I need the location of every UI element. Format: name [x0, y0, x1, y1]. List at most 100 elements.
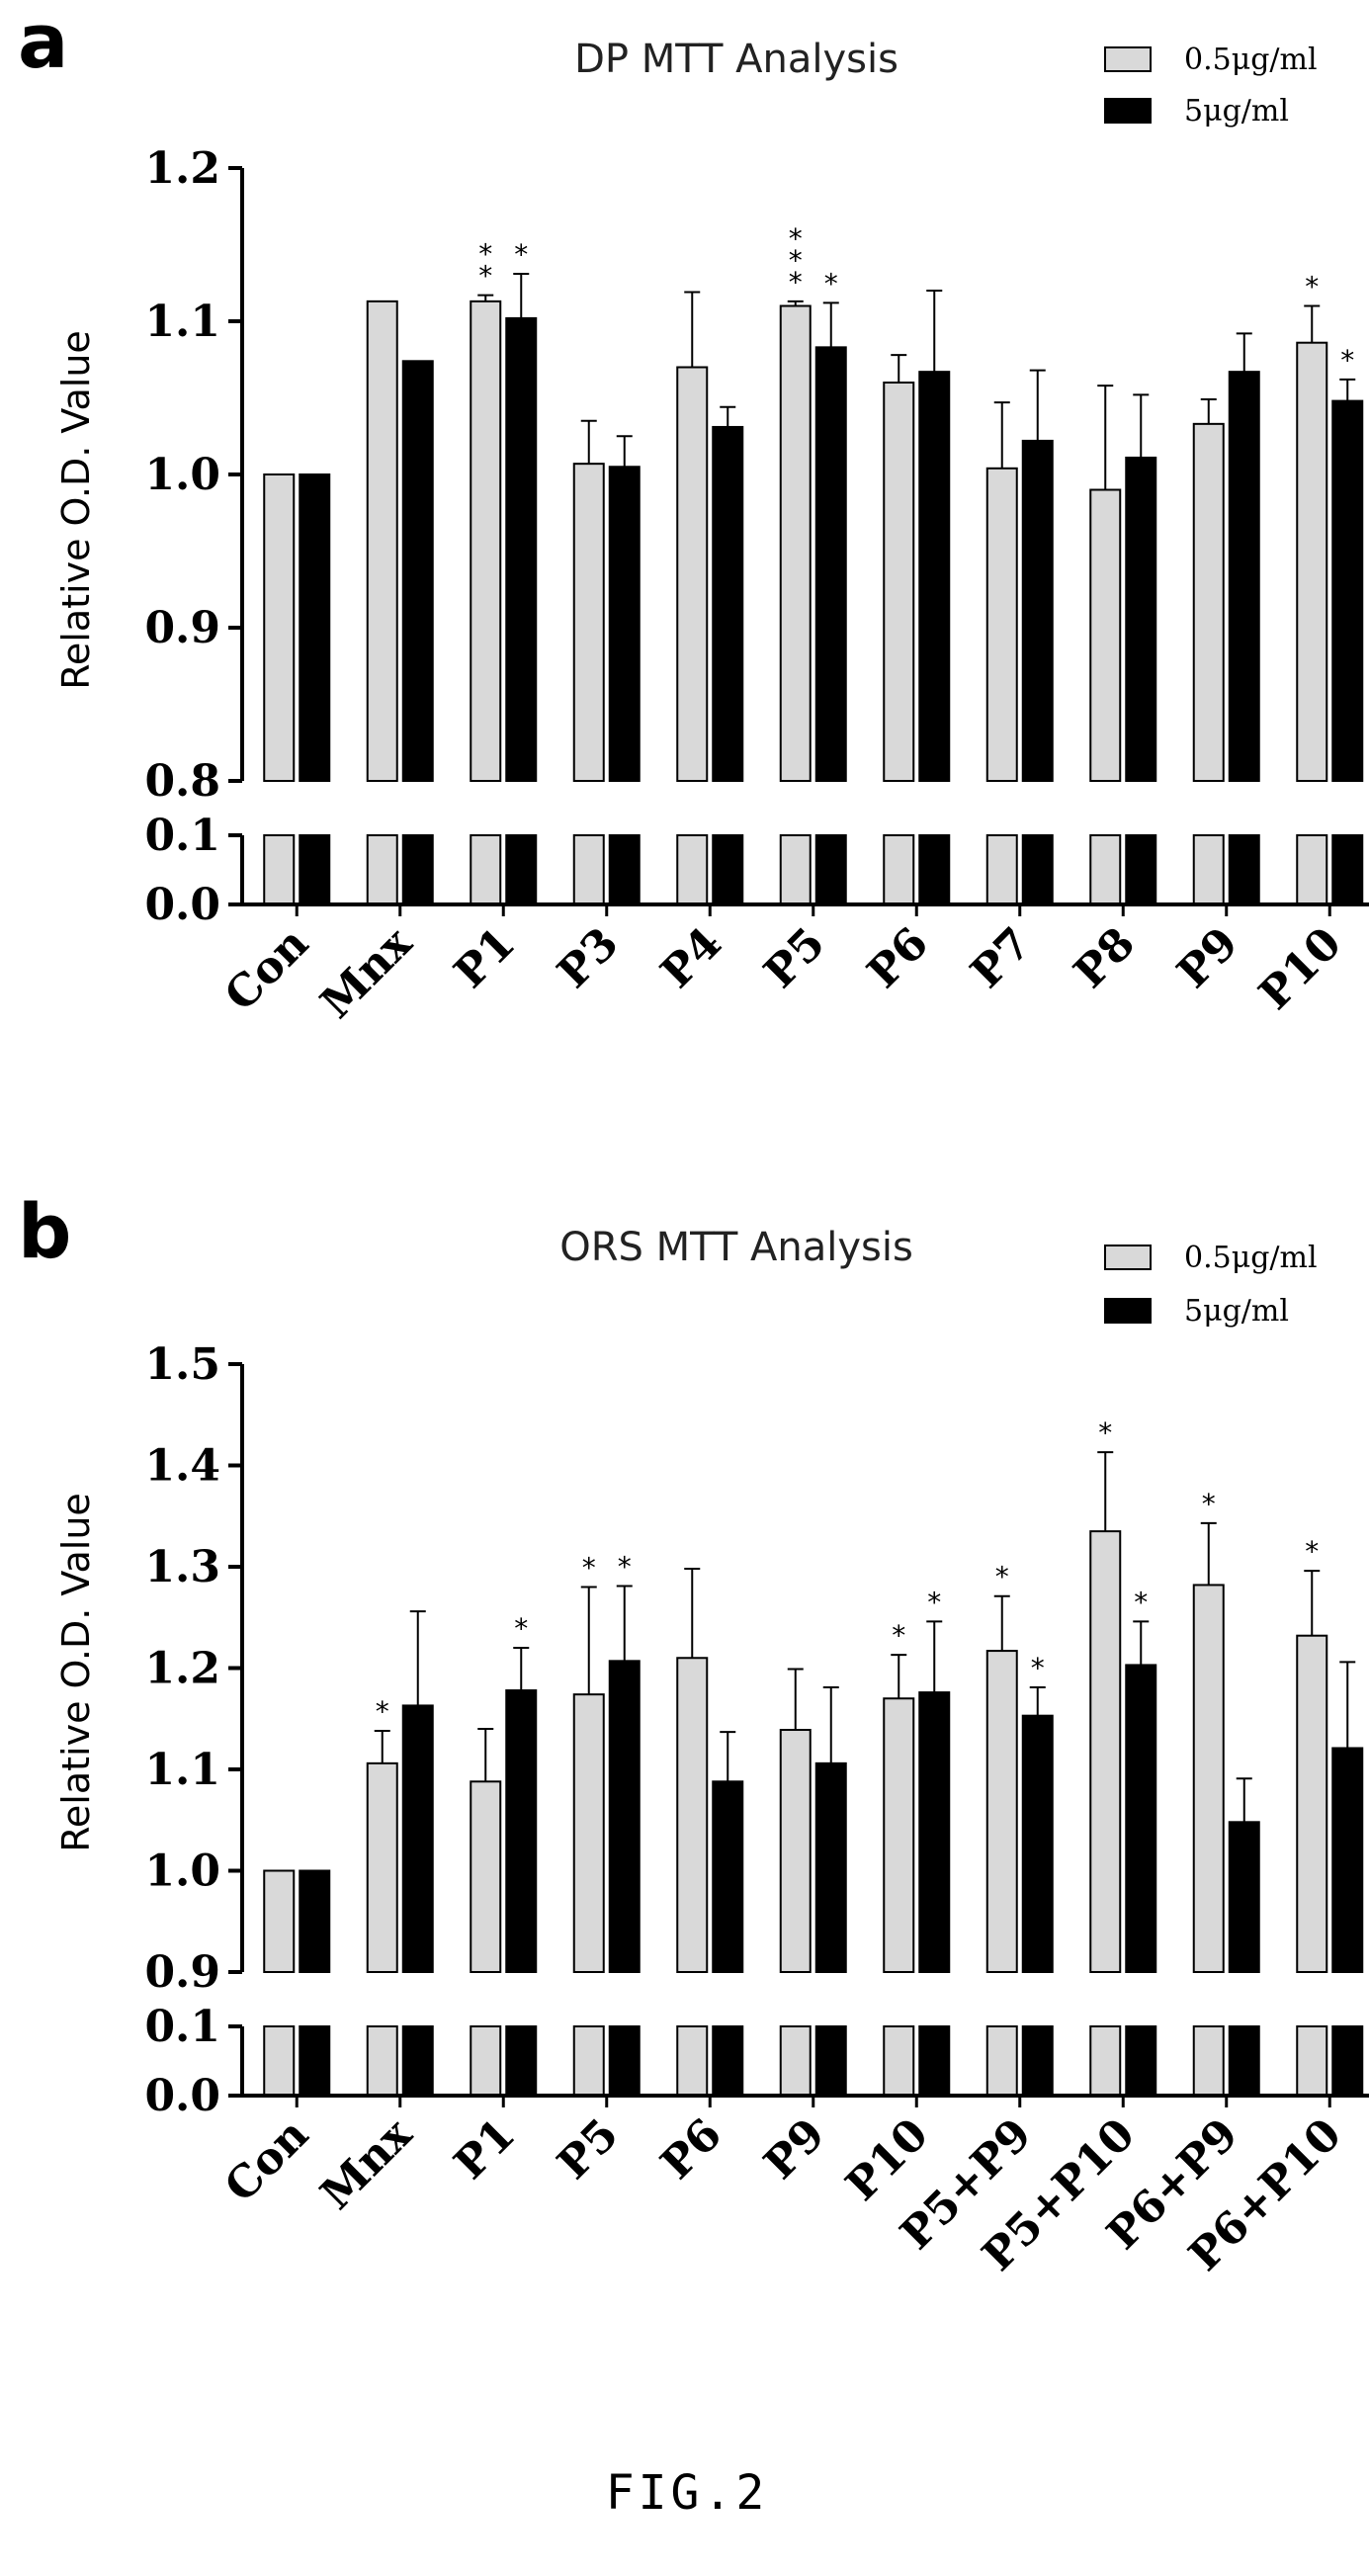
- legend-swatch-dark: [1104, 1298, 1152, 1324]
- bar-lower-segment: [1192, 834, 1225, 905]
- significance-marker: *: [478, 238, 492, 271]
- bar: [814, 1761, 847, 1973]
- y-tick-label: 0.9: [144, 1947, 220, 1998]
- panel-b-plot-area: * * * * * * * * * * * * 0.9 1.0 1.1 1.2 1.3 1.4 1.5 0.0 0.1 C…: [144, 1339, 1369, 2281]
- bar: [505, 1689, 538, 1974]
- bar-lower-segment: [712, 834, 744, 905]
- significance-marker: *: [1202, 1488, 1216, 1520]
- x-tick-label: P6: [858, 918, 938, 998]
- y-tick-label: 1.0: [144, 1846, 220, 1897]
- panel-b-label: b: [18, 1187, 71, 1275]
- x-tick-label: P9: [754, 2109, 834, 2190]
- bar-lower-segment: [1331, 2025, 1364, 2097]
- legend-label-dark: 5μg/ml: [1184, 1294, 1289, 1329]
- significance-marker: *: [1305, 271, 1319, 303]
- x-tick-label: P5: [548, 2109, 628, 2190]
- legend-label-light: 0.5μg/ml: [1184, 43, 1318, 77]
- bar: [401, 360, 434, 782]
- panel-b-title: ORS MTT Analysis: [559, 1225, 913, 1270]
- bar: [779, 304, 812, 782]
- bar-lower-segment: [918, 834, 951, 905]
- panel-b-y-axis-label: Relative O.D. Value: [54, 1493, 98, 1852]
- bar-lower-segment: [470, 834, 502, 905]
- bar: [1192, 422, 1225, 782]
- bar-lower-segment: [814, 834, 847, 905]
- bar-lower-segment: [779, 2025, 812, 2097]
- bar: [712, 1780, 744, 1974]
- significance-marker: *: [1031, 1652, 1045, 1684]
- bar: [1331, 399, 1364, 782]
- x-tick-label: P9: [1167, 918, 1247, 998]
- x-tick-label: Con: [215, 918, 318, 1021]
- y-tick-label: 1.2: [144, 1644, 220, 1694]
- y-tick-label: 0.1: [144, 811, 220, 861]
- bar: [1296, 1634, 1328, 1973]
- x-tick-label: P6: [651, 2109, 731, 2190]
- y-tick-label: 0.0: [144, 2071, 220, 2121]
- panel-a-label: a: [18, 0, 68, 85]
- bar-lower-segment: [263, 2025, 296, 2097]
- bar: [779, 1729, 812, 1974]
- significance-marker: *: [824, 267, 838, 300]
- bar-lower-segment: [505, 2025, 538, 2097]
- y-tick-label: 0.1: [144, 2002, 220, 2052]
- x-tick-label: P1: [445, 2109, 525, 2190]
- x-tick-label: P7: [961, 918, 1041, 998]
- panel-b-chart: b ORS MTT Analysis 0.5μg/ml 5μg/ml Relat…: [18, 1187, 1369, 2281]
- bar-lower-segment: [712, 2025, 744, 2097]
- bar-lower-segment: [1296, 2025, 1328, 2097]
- y-tick-label: 1.4: [144, 1441, 220, 1492]
- panel-b-legend: 0.5μg/ml 5μg/ml: [1104, 1241, 1318, 1329]
- bar: [401, 1704, 434, 1974]
- significance-marker: *: [789, 222, 803, 255]
- bar: [572, 463, 605, 782]
- bar-lower-segment: [505, 834, 538, 905]
- panel-a-legend: 0.5μg/ml 5μg/ml: [1104, 43, 1318, 129]
- bar-lower-segment: [608, 2025, 641, 2097]
- bar: [572, 1693, 605, 1974]
- bar: [883, 1697, 915, 1973]
- y-tick-label: 1.2: [144, 143, 220, 194]
- bar-lower-segment: [676, 834, 709, 905]
- bar-lower-segment: [1125, 2025, 1157, 2097]
- x-tick-label: P8: [1065, 918, 1145, 998]
- bar: [712, 425, 744, 782]
- bar: [608, 466, 641, 782]
- bar-lower-segment: [572, 834, 605, 905]
- bar-lower-segment: [401, 2025, 434, 2097]
- bar: [985, 1650, 1018, 1973]
- legend-swatch-light: [1104, 1245, 1152, 1270]
- bar-lower-segment: [608, 834, 641, 905]
- bar-lower-segment: [814, 2025, 847, 2097]
- y-tick-label: 0.8: [144, 756, 220, 807]
- x-tick-label: P1: [445, 918, 525, 998]
- bar-lower-segment: [1228, 834, 1260, 905]
- bar-lower-segment: [779, 834, 812, 905]
- legend-swatch-dark: [1104, 98, 1152, 124]
- y-tick-label: 1.1: [144, 1745, 220, 1795]
- bar: [505, 316, 538, 782]
- bar-lower-segment: [883, 834, 915, 905]
- bar: [366, 300, 398, 782]
- panel-a-chart: a DP MTT Analysis 0.5μg/ml 5μg/ml Relati…: [18, 0, 1369, 1028]
- bar: [1125, 1664, 1157, 1974]
- bar-lower-segment: [366, 834, 398, 905]
- bar: [918, 371, 951, 782]
- significance-marker: *: [376, 1695, 389, 1728]
- significance-marker: *: [1098, 1417, 1112, 1449]
- panel-a-title: DP MTT Analysis: [574, 37, 898, 82]
- bar-lower-segment: [985, 2025, 1018, 2097]
- bar: [263, 473, 296, 782]
- bar: [1296, 341, 1328, 782]
- y-tick-label: 0.0: [144, 880, 220, 930]
- y-tick-label: 1.5: [144, 1339, 220, 1390]
- bar-lower-segment: [470, 2025, 502, 2097]
- bar-lower-segment: [299, 834, 331, 905]
- figure-caption: FIG.2: [606, 2465, 769, 2521]
- bar: [676, 1657, 709, 1973]
- bar: [1021, 1714, 1054, 1974]
- significance-marker: *: [995, 1561, 1009, 1593]
- bar: [470, 300, 502, 782]
- significance-marker: *: [892, 1619, 905, 1652]
